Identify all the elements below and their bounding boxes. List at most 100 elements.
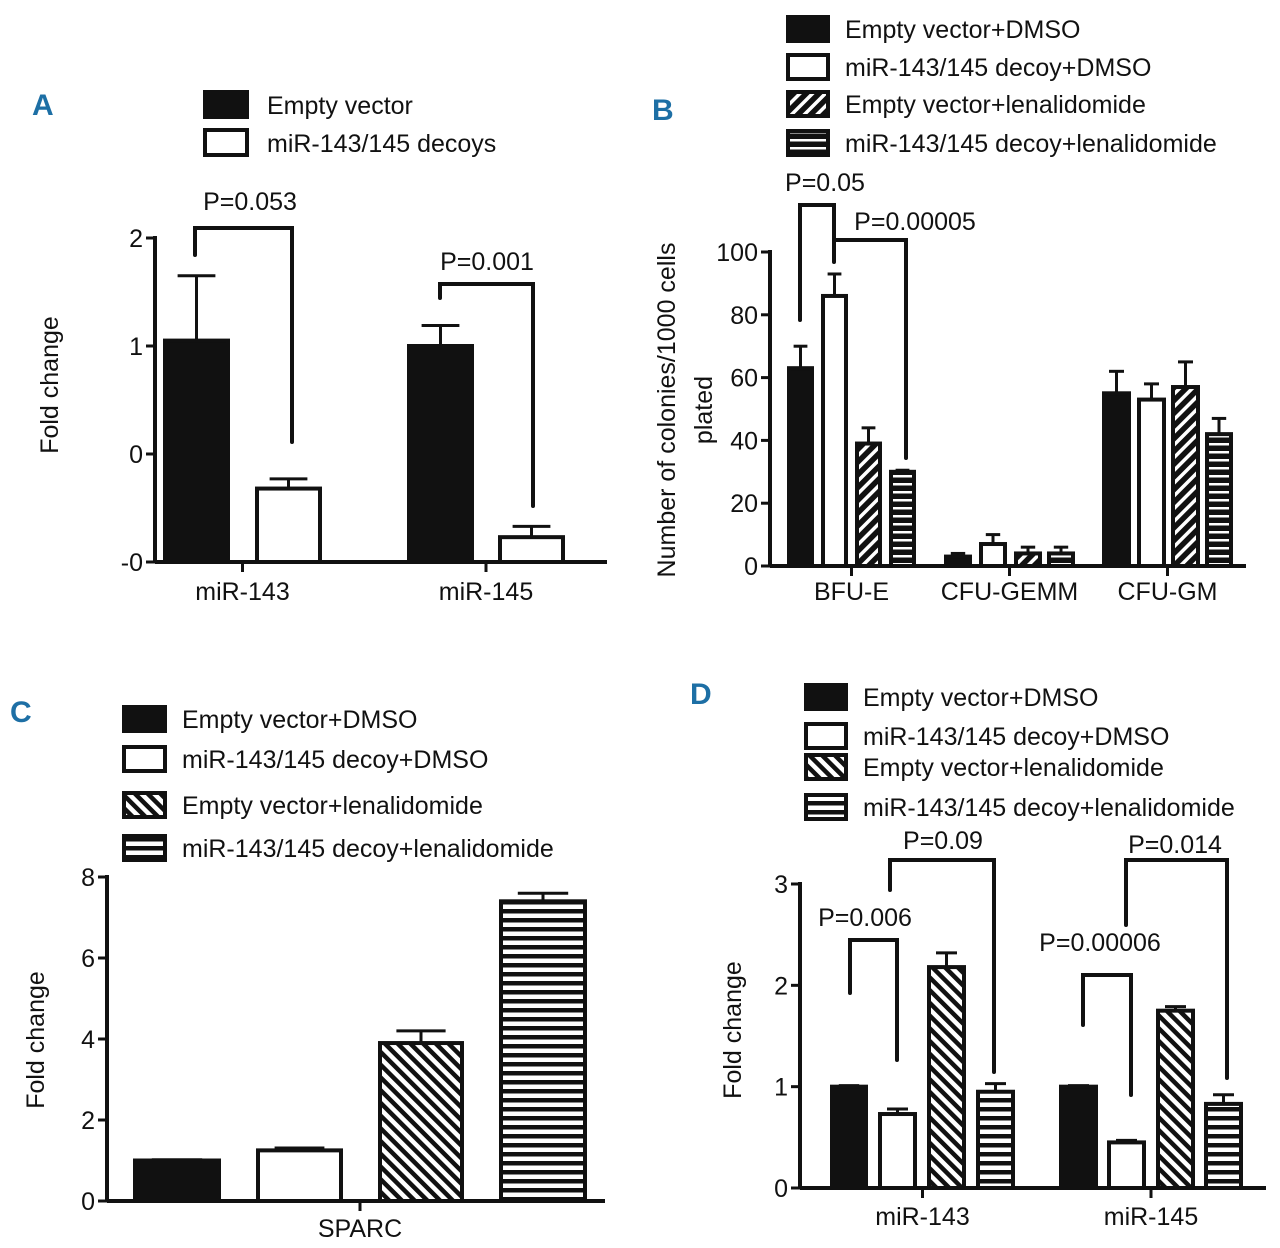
legend-label: Empty vector+DMSO xyxy=(863,684,1098,712)
bar-solid xyxy=(133,1158,221,1203)
y-tick-label: 4 xyxy=(81,1026,95,1054)
legend-label: miR-143/145 decoys xyxy=(267,130,496,158)
legend-swatch xyxy=(804,683,848,711)
significance-bracket xyxy=(438,282,535,508)
legend-label: Empty vector+lenalidomide xyxy=(182,792,483,820)
legend-label: miR-143/145 decoy+lenalidomide xyxy=(845,130,1217,158)
legend-label: miR-143/145 decoy+DMSO xyxy=(182,746,488,774)
bar-open xyxy=(256,1148,343,1203)
bar-diag-back xyxy=(1156,1008,1195,1191)
legend-swatch xyxy=(122,745,167,773)
legend-swatch xyxy=(786,129,830,157)
bar-solid xyxy=(830,1084,868,1190)
panel-c: C 0 2 4 6 8 Fold change SPARC Empty vector+DMSO m… xyxy=(10,696,605,1243)
y-tick-label: 8 xyxy=(81,864,95,892)
bar-diag-fwd xyxy=(1171,385,1200,568)
bar-open xyxy=(1137,397,1166,568)
bar-open xyxy=(255,486,322,564)
legend-label: miR-143/145 decoy+DMSO xyxy=(845,54,1151,82)
legend-swatch xyxy=(786,15,830,43)
x-category-label: miR-143 xyxy=(875,1203,969,1231)
bar-diag-fwd xyxy=(1014,551,1042,569)
panel-a: A -0 0 1 2 Fold change miR-143 miR-145 Empty vec… xyxy=(32,89,607,606)
p-value-label: P=0.014 xyxy=(1128,831,1222,859)
y-axis-label: Fold change xyxy=(719,961,747,1099)
legend-swatch xyxy=(804,722,848,750)
panel-letter: A xyxy=(32,89,54,122)
y-tick-label: 40 xyxy=(730,427,758,455)
significance-bracket xyxy=(193,226,294,444)
legend-swatch xyxy=(786,90,830,118)
x-category-label: CFU-GM xyxy=(1118,578,1218,606)
legend-swatch xyxy=(804,753,848,781)
y-tick-label: 0 xyxy=(81,1188,95,1216)
bar-solid xyxy=(163,338,230,564)
p-value-label: P=0.09 xyxy=(903,827,983,855)
bar-open xyxy=(878,1112,917,1190)
y-tick-label: 0 xyxy=(129,441,143,469)
y-tick-label: 6 xyxy=(81,945,95,973)
significance-bracket xyxy=(848,938,899,1062)
bar-solid xyxy=(944,554,972,569)
y-tick-label: 0 xyxy=(774,1175,788,1203)
significance-bracket xyxy=(1124,858,1229,1080)
bar-horiz xyxy=(976,1089,1015,1190)
y-tick-label: 0 xyxy=(744,553,758,581)
bar-diag-back xyxy=(378,1041,464,1204)
panel-b: B 0 20 40 60 80 100 Number of colonies/1000 cel… xyxy=(652,15,1246,606)
bar-open xyxy=(821,293,848,568)
y-tick-label: 2 xyxy=(129,225,143,253)
legend-label: miR-143/145 decoy+lenalidomide xyxy=(863,794,1235,822)
bar-horiz xyxy=(1204,1101,1243,1190)
significance-bracket xyxy=(798,203,836,322)
y-tick-label: 2 xyxy=(81,1107,95,1135)
panel-letter: C xyxy=(10,696,32,729)
y-tick-label: 1 xyxy=(774,1074,788,1102)
x-category-label: SPARC xyxy=(318,1215,402,1243)
p-value-label: P=0.00005 xyxy=(854,208,976,236)
legend-label: Empty vector xyxy=(267,92,413,120)
bar-solid xyxy=(407,344,474,564)
legend-swatch xyxy=(122,705,167,733)
bar-open xyxy=(1107,1140,1146,1191)
legend-swatch xyxy=(122,791,167,819)
bar-solid xyxy=(1102,391,1131,568)
y-axis-label: Fold change xyxy=(22,971,50,1109)
p-value-label: P=0.05 xyxy=(785,169,865,197)
panel-letter: D xyxy=(690,678,712,711)
y-axis-label: plated xyxy=(690,376,718,444)
y-tick-label: 2 xyxy=(774,972,788,1000)
x-category-label: CFU-GEMM xyxy=(941,578,1078,606)
legend-label: miR-143/145 decoy+lenalidomide xyxy=(182,835,554,863)
bar-horiz xyxy=(499,899,587,1203)
bar-solid xyxy=(787,366,814,568)
legend-label: Empty vector+DMSO xyxy=(845,16,1080,44)
y-tick-label: 20 xyxy=(730,490,758,518)
panel-letter: B xyxy=(652,94,674,127)
y-axis-label: Number of colonies/1000 cells xyxy=(653,243,681,578)
legend-label: Empty vector+lenalidomide xyxy=(863,754,1164,782)
legend-swatch xyxy=(804,793,848,821)
x-category-label: BFU-E xyxy=(814,578,889,606)
legend-label: Empty vector+DMSO xyxy=(182,706,417,734)
bar-horiz-dark xyxy=(1205,432,1233,568)
y-tick-label: 1 xyxy=(129,333,143,361)
bar-diag-fwd xyxy=(855,441,882,569)
x-category-label: miR-145 xyxy=(439,578,533,606)
bar-horiz-dark xyxy=(1047,551,1075,569)
y-axis-label: Fold change xyxy=(36,316,64,454)
y-tick-label: 3 xyxy=(774,871,788,899)
p-value-label: P=0.053 xyxy=(203,188,297,216)
p-value-label: P=0.001 xyxy=(440,248,534,276)
legend-swatch xyxy=(203,128,249,157)
x-category-label: miR-145 xyxy=(1104,1203,1198,1231)
legend-swatch xyxy=(203,90,249,119)
y-tick-label: -0 xyxy=(121,549,143,577)
significance-bracket xyxy=(888,858,996,1074)
bar-horiz-dark xyxy=(889,469,916,568)
legend-swatch xyxy=(786,53,830,81)
significance-bracket xyxy=(1081,973,1133,1097)
significance-bracket xyxy=(832,238,908,460)
y-tick-label: 100 xyxy=(716,239,758,267)
